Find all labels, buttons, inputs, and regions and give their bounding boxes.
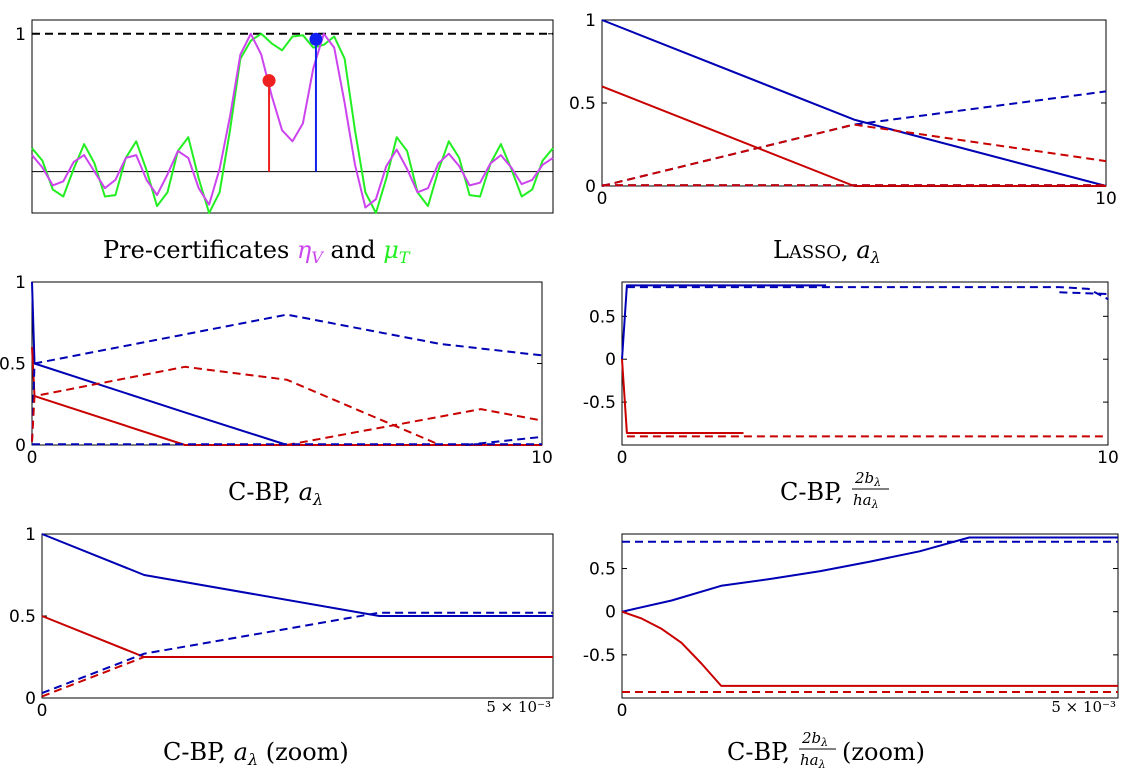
y-tick-label: 1 — [25, 525, 36, 545]
caption-cbp-b-zoom: C-BP, 2bλ haλ (zoom) — [727, 729, 925, 771]
svg-text:C-BP,: C-BP, — [727, 738, 790, 766]
caption-cbp-a: C-BP, aλ — [228, 478, 323, 509]
y-tick-label: 0.5 — [589, 560, 616, 580]
y-tick-label: 1 — [585, 11, 596, 31]
series-line-red-dashed — [41, 656, 553, 698]
x-tick-label: 10 — [531, 448, 553, 468]
fraction-denominator: haλ — [853, 491, 879, 511]
x-tick-label: 0 — [617, 448, 628, 468]
stem-dot — [309, 32, 323, 46]
x-tick-label: 0 — [37, 701, 48, 721]
caption-cbp-a-zoom: C-BP, aλ (zoom) — [163, 738, 349, 769]
y-tick-label: 0.5 — [569, 94, 596, 114]
y-tick-label: -0.5 — [583, 393, 616, 413]
series-line-blue-solid — [601, 19, 1107, 187]
plot-frame — [601, 19, 1107, 187]
caption-lasso: LASSO, aλ — [773, 236, 881, 267]
series-line-blue-dashed — [626, 286, 1109, 301]
caption-cbp-b: C-BP, 2bλ haλ — [780, 469, 889, 511]
series-line-blue-solid — [41, 533, 553, 617]
svg-text:(zoom): (zoom) — [842, 738, 925, 766]
panel-precertificates: 1 — [15, 19, 554, 214]
plot-frame — [621, 533, 1119, 699]
x-tick-label: 0 — [597, 189, 608, 209]
series-line-red-solid — [31, 347, 542, 446]
fraction-numerator: 2bλ — [854, 469, 881, 489]
series-line-green-solid — [31, 32, 554, 214]
y-tick-label: 0 — [15, 436, 26, 456]
series-line-red-dashed — [31, 365, 542, 446]
series-line-blue-dashed — [601, 90, 1107, 187]
y-tick-label: 0.5 — [589, 307, 616, 327]
plot-frame — [621, 281, 1109, 446]
x-exponent-label: 5 × 10⁻³ — [1051, 698, 1116, 716]
series-line-blue-dashed — [1059, 291, 1109, 295]
series-line-blue-solid — [621, 536, 1118, 613]
y-tick-label: 1 — [15, 25, 26, 45]
x-tick-label: 0 — [617, 701, 628, 721]
series-line-red-dashed — [601, 123, 1107, 187]
plot-frame — [31, 19, 554, 214]
x-tick-label: 10 — [1097, 448, 1119, 468]
y-tick-label: 1 — [15, 273, 26, 293]
series-line-red-solid — [621, 610, 1118, 687]
series-line-blue-dashed — [31, 313, 543, 442]
panel-cbp-a-zoom: 0 0.5 1 0 5 × 10⁻³ — [9, 525, 554, 721]
series-line-blue-solid — [621, 284, 827, 360]
y-tick-label: 0 — [605, 603, 616, 623]
series-line-red-dashed — [286, 408, 543, 446]
y-tick-label: 0 — [585, 177, 596, 197]
series-line-red-solid — [601, 85, 1106, 187]
y-tick-label: 0.5 — [9, 607, 36, 627]
stem-dot — [262, 74, 276, 88]
panel-cbp-b: 0.5 0 -0.5 0 10 — [583, 281, 1119, 468]
fraction-numerator: 2bλ — [801, 729, 828, 749]
panel-lasso: 00.510 10 — [569, 11, 1117, 209]
svg-text:C-BP,: C-BP, — [780, 478, 843, 506]
panel-cbp-a: 00.510 10 — [0, 273, 553, 468]
caption-precertificates: Pre-certificates ηV and μT — [103, 236, 411, 267]
x-exponent-label: 5 × 10⁻³ — [486, 698, 551, 716]
series-line-red-solid — [41, 615, 553, 658]
y-tick-label: -0.5 — [583, 646, 616, 666]
y-tick-label: 0 — [605, 350, 616, 370]
series-line-magenta-solid — [31, 32, 554, 209]
series-line-red-solid — [621, 359, 744, 434]
series-line-blue-dashed — [41, 611, 553, 695]
x-tick-label: 0 — [27, 448, 38, 468]
panel-cbp-b-zoom: 0.5 0 -0.5 0 5 × 10⁻³ — [583, 533, 1119, 721]
x-tick-label: 10 — [1095, 189, 1117, 209]
y-tick-label: 0 — [25, 689, 36, 709]
y-tick-label: 0.5 — [0, 355, 26, 375]
fraction-denominator: haλ — [800, 751, 826, 771]
